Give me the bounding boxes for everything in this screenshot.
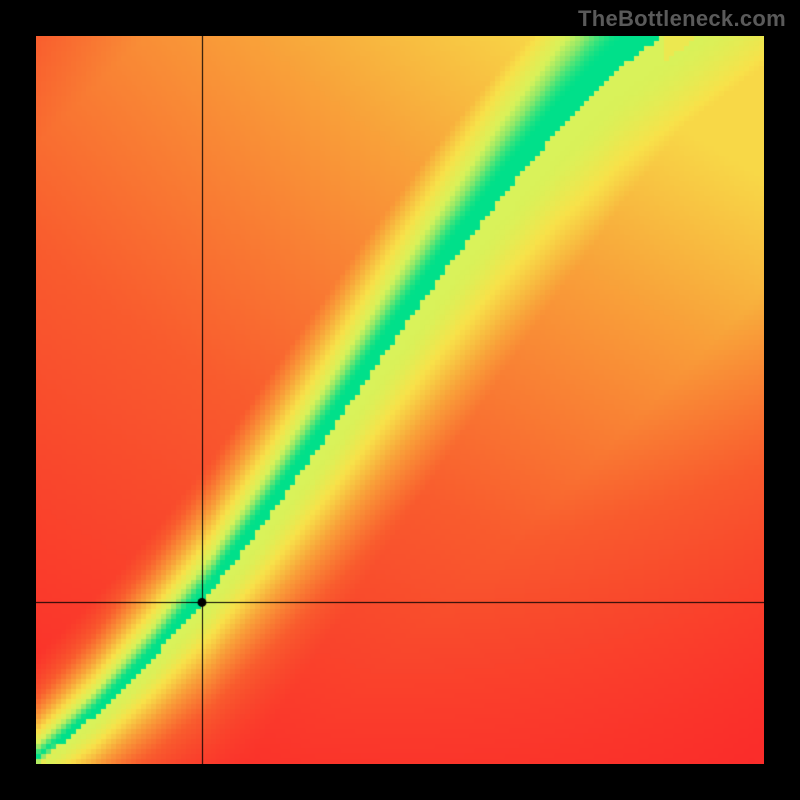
chart-frame: TheBottleneck.com [0, 0, 800, 800]
plot-area [36, 36, 764, 764]
watermark-text: TheBottleneck.com [578, 6, 786, 32]
heatmap-canvas [36, 36, 764, 764]
